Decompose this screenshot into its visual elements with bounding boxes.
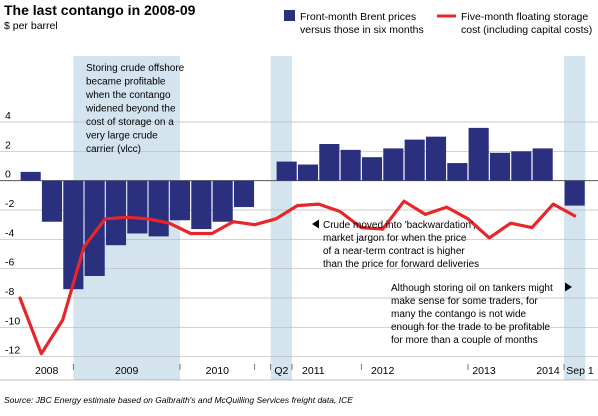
bar-15: [361, 157, 383, 181]
bar-18: [425, 136, 447, 181]
bar-11: [276, 161, 297, 181]
bar-7: [169, 180, 191, 221]
bar-8: [191, 180, 212, 230]
annotation-0-line: widened beyond the: [85, 104, 176, 115]
bar-23: [532, 148, 553, 181]
y-tick-label: -12: [5, 345, 20, 357]
bar-0: [20, 171, 41, 181]
bar-3: [84, 180, 105, 276]
bar-6: [148, 180, 169, 237]
y-axis-label: $ per barrel: [4, 20, 58, 32]
highlight-band-1: [270, 56, 292, 380]
annotation-2-line: for more than a couple of months: [391, 335, 538, 346]
legend-label-bar-line2: versus those in six months: [300, 24, 424, 36]
x-tick-label: 2013: [472, 365, 496, 377]
x-tick-label: 2010: [206, 365, 230, 377]
bar-17: [404, 139, 425, 181]
annotation-0-line: cost of storage on a: [86, 117, 174, 128]
legend-swatch-bar: [284, 10, 295, 21]
line-series: [18, 199, 577, 356]
annotation-2-line: Although storing oil on tankers might: [391, 283, 553, 294]
annotation-2-line: enough for the trade to be profitable: [391, 322, 550, 333]
annotation-1-line: of a near-term contract is higher: [323, 246, 465, 257]
y-tick-label: -2: [5, 198, 14, 210]
chart-title: The last contango in 2008-09: [4, 2, 196, 18]
bar-2: [63, 180, 84, 290]
source-note: Source: JBC Energy estimate based on Gal…: [4, 395, 353, 405]
y-tick-label: 0: [5, 169, 11, 181]
x-tick-label: 2012: [371, 365, 395, 377]
annotation-arrow-left: [312, 219, 319, 229]
annotation-2-line: many the contango is not wide: [391, 309, 527, 320]
bar-4: [105, 180, 127, 246]
x-tick-label: Q2: [274, 365, 288, 377]
x-tick-label: 2014: [536, 365, 560, 377]
x-tick-label: 2008: [35, 365, 59, 377]
annotation-arrow-right: [565, 282, 572, 292]
highlight-band-2: [564, 56, 586, 380]
y-tick-label: -10: [5, 315, 20, 327]
x-tick-label: Sep 1: [566, 365, 594, 377]
bar-14: [340, 149, 361, 181]
y-tick-label: -4: [5, 227, 14, 239]
annotation-0-line: became profitable: [86, 77, 166, 88]
storage-cost-line: [18, 199, 577, 356]
bar-series: [20, 127, 585, 290]
bar-13: [319, 144, 340, 181]
bar-1: [41, 180, 63, 222]
annotation-1-line: than the price for forward deliveries: [323, 259, 479, 270]
annotation-0-line: when the contango: [85, 90, 171, 101]
y-tick-label: 4: [5, 110, 11, 122]
annotation-1-line: Crude moved into 'backwardation',: [323, 220, 476, 231]
chart-text: 4 2 0 -2 -4 -6 -8 -10 -12 2008 2009 2010 Q2 2011 2012 2…: [5, 63, 594, 377]
x-tick-label: 2009: [115, 365, 139, 377]
annotation-2-line: make sense for some traders, for: [391, 296, 538, 307]
bar-21: [489, 152, 511, 181]
annotation-0-line: Storing crude offshore: [86, 63, 185, 74]
annotation-0-line: carrier (vlcc): [86, 144, 141, 155]
legend-label-line-line1: Five-month floating storage: [461, 11, 588, 23]
x-tick-label: 2011: [302, 365, 325, 377]
bar-9: [212, 180, 233, 222]
bar-20: [468, 127, 489, 181]
y-tick-label: 2: [5, 139, 11, 151]
bar-5: [127, 180, 148, 234]
legend-label-bar-line1: Front-month Brent prices: [300, 11, 416, 23]
y-tick-label: -6: [5, 257, 14, 269]
legend-label-line-line2: cost (including capital costs): [461, 24, 592, 36]
bar-16: [383, 148, 404, 181]
annotation-1-line: market jargon for when the price: [323, 233, 467, 244]
annotation-0-line: very large crude: [86, 131, 158, 142]
bar-22: [511, 151, 532, 181]
bar-10: [233, 180, 255, 208]
y-tick-label: -8: [5, 286, 14, 298]
bar-12: [297, 164, 319, 181]
bar-24: [564, 180, 585, 206]
bar-19: [447, 163, 468, 181]
